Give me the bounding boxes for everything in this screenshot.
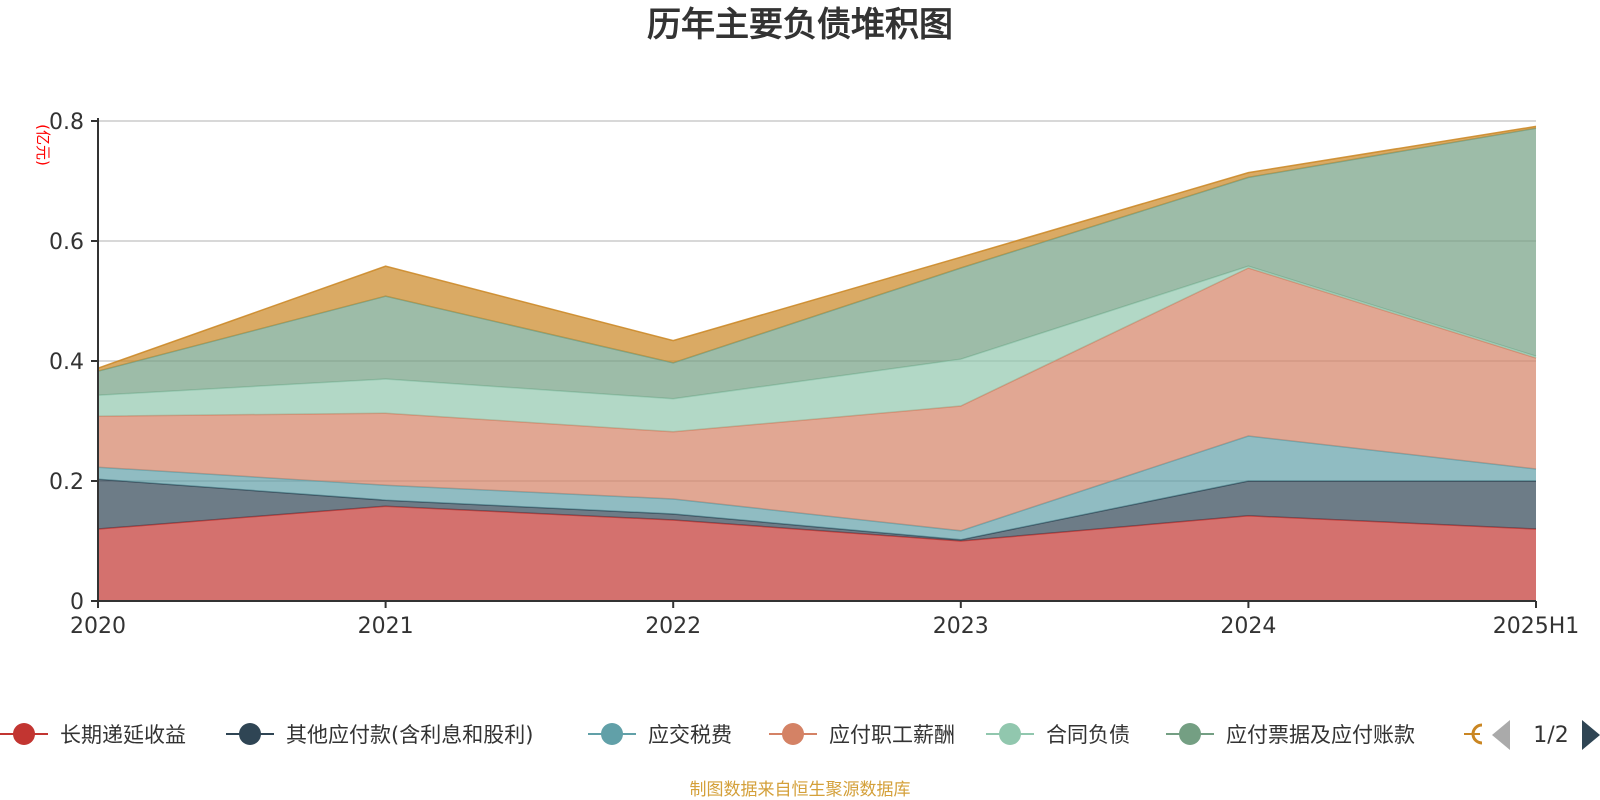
y-tick-label: 0.6 [49,230,84,255]
legend-prev-page-icon[interactable] [1492,720,1510,750]
x-tick-label: 2023 [933,614,989,639]
y-axis-ticks: 0 0.2 0.4 0.6 0.8 [49,110,98,615]
legend-pager: 1/2 [1492,720,1600,750]
x-tick-label: 2022 [645,614,701,639]
legend-item-1[interactable]: 其他应付款(含利息和股利) [226,723,533,747]
series-line-6 [97,125,1537,369]
data-source-note: 制图数据来自恒生聚源数据库 [690,780,911,800]
legend-next-page-icon[interactable] [1582,720,1600,750]
y-axis-unit-label: (亿元) [34,124,52,166]
legend: 长期递延收益 其他应付款(含利息和股利) 应交税费 应付职工薪酬 合同负债 应付票据及应付… [0,723,1483,747]
y-tick-label: 0.4 [49,350,84,375]
legend-marker-icon [999,723,1021,745]
area-series-2 [98,436,1536,540]
legend-marker-icon [601,723,623,745]
area-series-4 [98,266,1536,432]
legend-marker-icon [239,723,261,745]
legend-item-4[interactable]: 合同负债 [986,723,1130,747]
y-tick-label: 0 [70,590,84,615]
legend-label: 合同负债 [1046,723,1130,747]
x-tick-label: 2025H1 [1493,614,1580,639]
x-tick-label: 2020 [70,614,126,639]
x-tick-label: 2021 [358,614,414,639]
y-tick-label: 0.2 [49,470,84,495]
area-series-0 [98,506,1536,601]
legend-item-6[interactable] [1464,723,1483,745]
legend-item-0[interactable]: 长期递延收益 [0,723,186,747]
y-tick-label: 0.8 [49,110,84,135]
legend-marker-icon [782,723,804,745]
legend-label: 长期递延收益 [60,723,186,747]
legend-marker-icon [13,723,35,745]
x-axis-ticks: 2020 2021 2022 2023 2024 2025H1 [70,601,1579,639]
chart-title: 历年主要负债堆积图 [647,5,953,45]
legend-item-5[interactable]: 应付票据及应付账款 [1166,723,1415,747]
area-series-6 [98,126,1536,372]
area-series-5 [98,128,1536,399]
legend-label: 其他应付款(含利息和股利) [286,723,533,747]
area-series-3 [98,268,1536,531]
axes [97,118,1536,602]
area-series [97,125,1537,601]
x-tick-label: 2024 [1220,614,1276,639]
legend-item-3[interactable]: 应付职工薪酬 [769,723,955,747]
legend-label: 应付票据及应付账款 [1226,723,1415,747]
legend-label: 应付职工薪酬 [829,723,955,747]
legend-page-indicator: 1/2 [1533,723,1568,748]
area-series-1 [98,479,1536,541]
legend-marker-icon [1471,723,1483,745]
legend-label: 应交税费 [648,723,732,747]
legend-marker-icon [1179,723,1201,745]
legend-item-2[interactable]: 应交税费 [588,723,732,747]
